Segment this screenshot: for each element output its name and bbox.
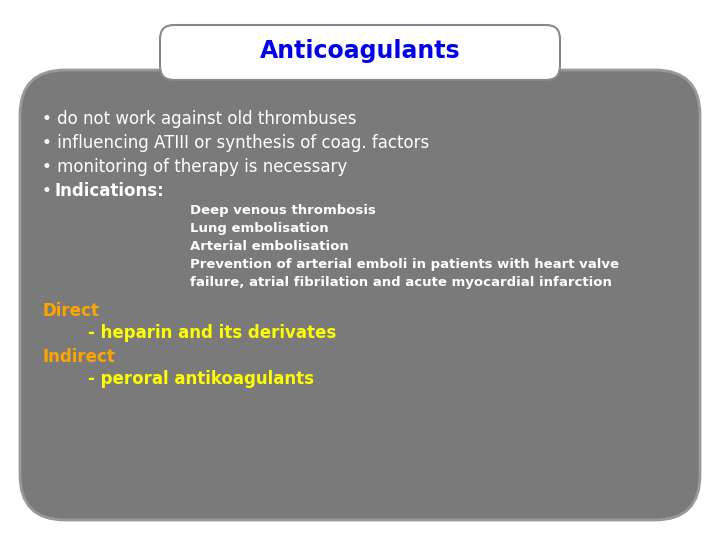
Text: - heparin and its derivates: - heparin and its derivates xyxy=(42,324,336,342)
Text: •: • xyxy=(42,182,57,200)
Text: failure, atrial fibrilation and acute myocardial infarction: failure, atrial fibrilation and acute my… xyxy=(190,276,612,289)
FancyBboxPatch shape xyxy=(160,25,560,80)
Text: • monitoring of therapy is necessary: • monitoring of therapy is necessary xyxy=(42,158,347,176)
Text: Lung embolisation: Lung embolisation xyxy=(190,222,328,235)
Text: Direct: Direct xyxy=(42,302,99,320)
Text: Prevention of arterial emboli in patients with heart valve: Prevention of arterial emboli in patient… xyxy=(190,258,619,271)
FancyBboxPatch shape xyxy=(20,70,700,520)
Text: Arterial embolisation: Arterial embolisation xyxy=(190,240,348,253)
Text: Indications:: Indications: xyxy=(55,182,165,200)
Text: - peroral antikoagulants: - peroral antikoagulants xyxy=(42,370,314,388)
Text: Deep venous thrombosis: Deep venous thrombosis xyxy=(190,204,376,217)
Text: Anticoagulants: Anticoagulants xyxy=(260,39,460,63)
Text: • do not work against old thrombuses: • do not work against old thrombuses xyxy=(42,110,356,128)
Text: • influencing ATIII or synthesis of coag. factors: • influencing ATIII or synthesis of coag… xyxy=(42,134,429,152)
Text: Indirect: Indirect xyxy=(42,348,115,366)
